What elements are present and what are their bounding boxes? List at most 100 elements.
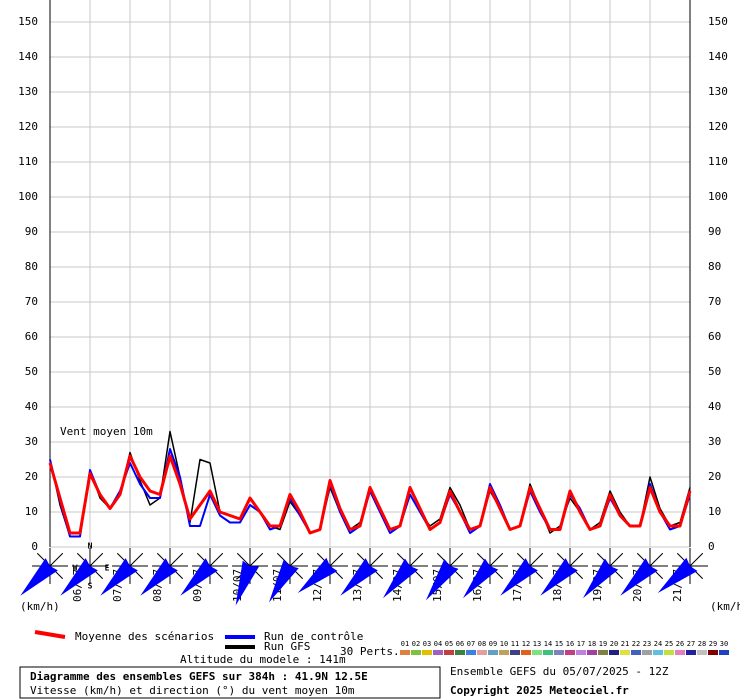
- perturbation-swatch: [444, 650, 454, 655]
- perturbation-label: 11: [511, 640, 519, 648]
- wind-arrow: [297, 557, 338, 593]
- perturbation-label: 05: [445, 640, 453, 648]
- wind-arrow: [620, 558, 658, 596]
- y-tick-label: 140: [18, 50, 38, 63]
- legend-label: Run GFS: [264, 640, 310, 653]
- perturbation-swatch: [697, 650, 707, 655]
- perturbation-swatch: [719, 650, 729, 655]
- y-tick-label: 70: [25, 295, 38, 308]
- perturbation-label: 02: [412, 640, 420, 648]
- compass-ray: [569, 552, 584, 567]
- y-tick-label: 30: [25, 435, 38, 448]
- perturbation-label: 12: [522, 640, 530, 648]
- perturbation-swatch: [598, 650, 608, 655]
- perturbation-swatch: [521, 650, 531, 655]
- compass-letter: W: [73, 564, 78, 573]
- y-tick-label: 20: [25, 470, 38, 483]
- run-info: Ensemble GEFS du 05/07/2025 - 12Z: [450, 665, 669, 678]
- y-tick-label: 120: [18, 120, 38, 133]
- wind-arrow: [20, 558, 58, 596]
- y-tick-label: 10: [25, 505, 38, 518]
- y-tick-label: 40: [708, 400, 721, 413]
- compass-ray: [609, 552, 624, 567]
- perturbation-label: 18: [588, 640, 596, 648]
- legend-label: Run de contrôle: [264, 630, 363, 643]
- copyright: Copyright 2025 Meteociel.fr: [450, 684, 629, 697]
- perturbation-swatch: [400, 650, 410, 655]
- wind-arrow: [657, 557, 698, 593]
- perturbation-swatch: [620, 650, 630, 655]
- perturbation-label: 03: [423, 640, 431, 648]
- wind-arrow: [60, 558, 98, 596]
- wind-arrow: [540, 558, 578, 596]
- compass-ray: [449, 552, 464, 567]
- legend-line: [34, 630, 66, 639]
- perturbation-swatch: [411, 650, 421, 655]
- y-tick-label: 10: [708, 505, 721, 518]
- perturbation-label: 10: [500, 640, 508, 648]
- y-tick-label: 50: [708, 365, 721, 378]
- perturbation-label: 30: [720, 640, 728, 648]
- compass-ray: [689, 552, 704, 567]
- compass-ray: [209, 552, 224, 567]
- altitude: Altitude du modele : 141m: [180, 653, 346, 666]
- perturbation-label: 07: [467, 640, 475, 648]
- wind-arrow: [583, 558, 619, 599]
- perturbation-label: 22: [632, 640, 640, 648]
- wind-arrow: [140, 558, 178, 596]
- perturbation-swatch: [499, 650, 509, 655]
- wind-arrow: [463, 558, 499, 599]
- perturbation-label: 13: [533, 640, 541, 648]
- wind-arrow: [500, 558, 538, 596]
- perturbation-label: 17: [577, 640, 585, 648]
- perturbation-swatch: [466, 650, 476, 655]
- perturbation-swatch: [543, 650, 553, 655]
- perturbation-swatch: [708, 650, 718, 655]
- perturbation-swatch: [675, 650, 685, 655]
- perturbation-swatch: [477, 650, 487, 655]
- y-tick-label: 60: [708, 330, 721, 343]
- y-tick-label: 150: [18, 15, 38, 28]
- perturbation-label: 19: [599, 640, 607, 648]
- compass-ray: [89, 552, 104, 567]
- perturbations-label: 30 Perts.: [340, 645, 400, 658]
- compass-letter: N: [88, 542, 93, 551]
- compass-ray: [329, 552, 344, 567]
- perturbation-swatch: [631, 650, 641, 655]
- compass-ray: [649, 552, 664, 567]
- y-tick-label: 100: [18, 190, 38, 203]
- perturbation-swatch: [576, 650, 586, 655]
- perturbation-swatch: [510, 650, 520, 655]
- y-tick-label: 40: [25, 400, 38, 413]
- perturbation-label: 29: [709, 640, 717, 648]
- compass-ray: [369, 552, 384, 567]
- perturbation-swatch: [422, 650, 432, 655]
- chart-subtitle: Vitesse (km/h) et direction (°) du vent …: [30, 684, 355, 697]
- wind-arrow: [235, 560, 259, 606]
- perturbation-label: 28: [698, 640, 706, 648]
- y-tick-label: 100: [708, 190, 728, 203]
- wind-arrow: [383, 558, 419, 599]
- y-unit-right: (km/h): [710, 600, 740, 613]
- y-tick-label: 140: [708, 50, 728, 63]
- perturbation-label: 01: [401, 640, 409, 648]
- y-tick-label: 70: [708, 295, 721, 308]
- y-tick-label: 20: [708, 470, 721, 483]
- y-tick-label: 110: [18, 155, 38, 168]
- perturbation-label: 15: [555, 640, 563, 648]
- compass-ray: [489, 552, 504, 567]
- perturbation-label: 04: [434, 640, 442, 648]
- perturbation-label: 14: [544, 640, 552, 648]
- perturbation-label: 25: [665, 640, 673, 648]
- y-tick-label: 120: [708, 120, 728, 133]
- y-tick-label: 30: [708, 435, 721, 448]
- y-tick-label: 0: [31, 540, 38, 553]
- perturbation-swatch: [565, 650, 575, 655]
- wind-arrow: [425, 559, 459, 601]
- perturbation-swatch: [587, 650, 597, 655]
- wind-arrow: [340, 558, 378, 596]
- y-tick-label: 130: [708, 85, 728, 98]
- perturbation-swatch: [488, 650, 498, 655]
- y-tick-label: 150: [708, 15, 728, 28]
- compass-ray: [236, 552, 251, 567]
